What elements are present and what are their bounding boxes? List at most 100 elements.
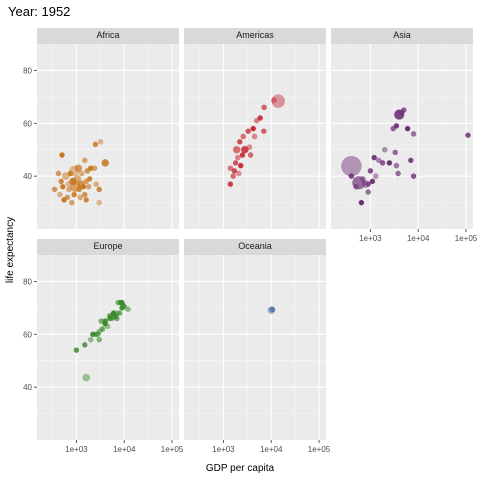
data-point	[245, 128, 252, 135]
data-point	[360, 175, 366, 182]
data-point	[55, 170, 62, 177]
data-point	[404, 125, 411, 132]
data-point	[51, 186, 58, 193]
facet-panel-europe: Europe 40 60 80 1e+03 1e+04 1e+05	[23, 239, 184, 454]
data-point	[89, 331, 96, 338]
data-point	[410, 131, 417, 137]
data-point	[113, 315, 120, 322]
data-point	[410, 173, 417, 179]
data-point	[253, 117, 260, 124]
data-point	[358, 199, 365, 206]
y-tick-label: 40	[23, 172, 32, 181]
data-point	[348, 173, 355, 179]
data-point	[66, 186, 72, 193]
panel-background	[331, 44, 473, 229]
data-point	[367, 168, 374, 174]
x-tick-label: 1e+05	[308, 445, 331, 454]
data-point	[58, 178, 65, 185]
data-point	[375, 157, 382, 164]
data-point	[232, 145, 241, 154]
data-point	[227, 165, 234, 172]
panel-background	[37, 255, 179, 440]
x-tick-label: 1e+04	[260, 445, 283, 454]
data-point	[269, 306, 276, 313]
data-point	[371, 154, 378, 161]
data-point	[91, 165, 98, 172]
x-tick-label: 1e+04	[113, 445, 136, 454]
facet-strip	[331, 28, 473, 44]
facet-strip	[37, 239, 179, 255]
data-point	[104, 323, 111, 330]
chart-title: Year: 1952	[8, 4, 70, 19]
y-axis-title: life expectancy	[5, 217, 16, 283]
panel-background	[184, 255, 326, 440]
data-point	[250, 125, 257, 132]
facet-strip	[184, 239, 326, 255]
data-point	[125, 306, 131, 313]
facet-strip	[37, 28, 179, 44]
data-point	[81, 191, 88, 198]
data-point	[74, 164, 83, 173]
data-point	[78, 170, 85, 177]
data-point	[59, 152, 65, 158]
data-point	[381, 146, 388, 153]
data-point	[353, 183, 359, 190]
data-point	[83, 197, 90, 203]
y-tick-label: 80	[23, 277, 32, 286]
data-point	[92, 141, 99, 148]
data-point	[99, 326, 106, 332]
data-point	[393, 123, 400, 129]
y-tick-label: 60	[23, 330, 32, 339]
data-point	[119, 299, 125, 306]
facet-strip-label: Americas	[236, 30, 274, 40]
data-point	[365, 181, 372, 187]
facet-strip-label: Oceania	[238, 241, 272, 251]
data-point	[68, 199, 75, 206]
data-point	[251, 133, 258, 140]
facet-panel-asia: Asia 1e+03 1e+04 1e+05	[331, 28, 478, 243]
data-point	[240, 145, 249, 154]
x-axis-title: GDP per capita	[206, 463, 275, 474]
y-tick-label: 40	[23, 383, 32, 392]
data-point	[393, 162, 400, 169]
data-point	[76, 186, 83, 193]
data-point	[93, 181, 100, 187]
panel-background	[37, 44, 179, 229]
data-point	[247, 152, 254, 158]
facet-panel-americas: Americas	[184, 28, 326, 229]
data-point	[96, 186, 103, 193]
data-point	[235, 170, 242, 177]
data-point	[81, 157, 88, 164]
data-point	[82, 373, 91, 382]
data-point	[231, 168, 238, 174]
data-point	[106, 312, 113, 319]
data-point	[232, 160, 239, 166]
data-point	[97, 138, 104, 145]
data-point	[271, 97, 277, 104]
x-tick-label: 1e+05	[161, 445, 184, 454]
data-point	[369, 178, 376, 185]
data-point	[237, 162, 244, 169]
y-tick-label: 60	[23, 119, 32, 128]
data-point	[392, 149, 399, 156]
data-point	[110, 310, 117, 316]
data-point	[465, 132, 471, 139]
data-point	[65, 181, 72, 187]
facet-strip-label: Africa	[96, 30, 119, 40]
data-point	[379, 160, 386, 166]
data-point	[67, 170, 74, 177]
data-point	[386, 160, 393, 166]
facet-panel-oceania: Oceania 1e+03 1e+04 1e+05	[184, 239, 331, 454]
data-point	[372, 173, 379, 179]
data-point	[96, 199, 103, 206]
data-point	[80, 183, 87, 190]
data-point	[96, 336, 103, 343]
y-tick-label: 80	[23, 66, 32, 75]
data-point	[234, 154, 241, 161]
data-point	[87, 336, 94, 343]
facet-strip-label: Europe	[93, 241, 122, 251]
data-point	[59, 183, 66, 190]
facet-strip	[184, 28, 326, 44]
data-point	[240, 133, 247, 140]
data-point	[61, 172, 70, 180]
